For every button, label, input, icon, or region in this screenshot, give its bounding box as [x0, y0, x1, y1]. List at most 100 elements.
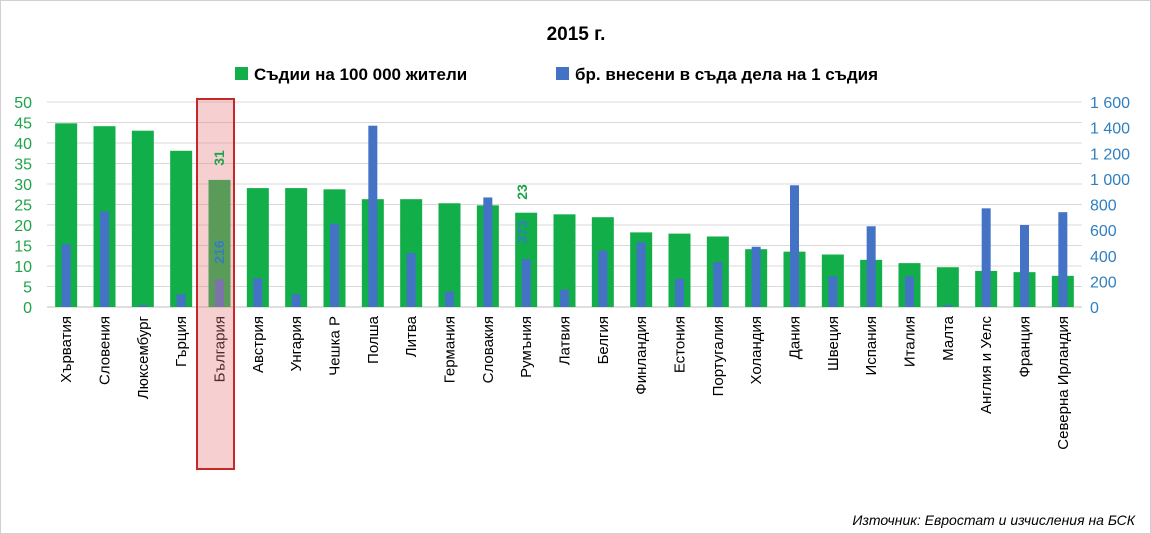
bar-judges: [55, 123, 78, 307]
chart-title: 2015 г.: [547, 24, 606, 45]
highlight-box-bulgaria: [196, 98, 235, 470]
category-label: Чешка Р: [327, 316, 344, 376]
legend-swatch-judges: [235, 67, 248, 80]
category-label: Португалия: [710, 316, 727, 396]
bar-cases: [1058, 212, 1068, 307]
category-label: Швеция: [825, 316, 842, 371]
left-tick-label: 25: [14, 198, 32, 215]
legend-swatch-cases: [556, 67, 569, 80]
left-tick-label: 40: [14, 136, 32, 153]
bar-cases: [483, 197, 493, 307]
category-label: Италия: [902, 316, 919, 367]
left-tick-label: 45: [14, 116, 32, 133]
bar-cases: [521, 259, 531, 307]
category-label: Малта: [940, 315, 957, 360]
bar-cases: [560, 289, 569, 307]
bar-cases: [905, 276, 914, 307]
right-tick-label: 1 400: [1090, 121, 1130, 138]
bar-cases: [100, 211, 109, 307]
category-label: Дания: [787, 316, 804, 359]
category-label: Латвия: [557, 316, 574, 365]
bar-cases: [866, 226, 876, 307]
bar-cases: [368, 125, 378, 307]
bar-cases: [636, 242, 646, 307]
category-label: Румъния: [518, 316, 535, 378]
bar-cases: [61, 244, 71, 307]
category-label: Гърция: [173, 316, 190, 367]
right-axis: 0 200 400 600 800 1 000 1 200 1 400 1 600: [1090, 95, 1130, 317]
category-label: Люксембург: [135, 315, 152, 399]
right-tick-label: 0: [1090, 300, 1099, 317]
left-tick-label: 0: [23, 300, 32, 317]
category-label: Литва: [403, 315, 420, 357]
data-label-romania-judges: 23: [514, 184, 530, 200]
left-tick-label: 30: [14, 177, 32, 194]
bar-judges: [285, 188, 308, 307]
category-label: Полша: [365, 315, 382, 364]
data-label-bulgaria-judges: 31: [211, 150, 227, 166]
left-tick-label: 10: [14, 259, 32, 276]
bar-judges: [246, 188, 269, 307]
legend-label-cases: бр. внесени в съда дела на 1 съдия: [575, 65, 878, 84]
category-label: Хърватия: [58, 316, 75, 383]
source-note: Източник: Евростат и изчисления на БСК: [852, 512, 1135, 528]
legend: Съдии на 100 000 жители бр. внесени в съ…: [235, 65, 878, 84]
bar-cases: [751, 246, 761, 307]
category-label: Германия: [442, 316, 459, 383]
bar-cases: [253, 278, 263, 307]
data-label-romania-cases: 373: [514, 220, 530, 244]
bar-cases: [598, 250, 608, 307]
bar-cases: [406, 253, 416, 307]
category-label: Холандия: [748, 316, 765, 384]
bar-judges: [208, 179, 231, 307]
bar-cases: [981, 208, 991, 307]
right-tick-label: 400: [1090, 249, 1117, 266]
category-label: Северна Ирландия: [1055, 316, 1072, 450]
category-label: Словения: [97, 316, 114, 385]
category-labels: Хърватия Словения Люксембург Гърция България…: [58, 315, 1072, 449]
data-label-bulgaria-cases: 216: [211, 240, 227, 264]
category-label: Белгия: [595, 316, 612, 364]
bar-judges: [668, 233, 691, 307]
left-tick-label: 15: [14, 239, 32, 256]
bar-cases: [713, 262, 723, 307]
bar-judges: [170, 150, 193, 307]
left-tick-label: 35: [14, 157, 32, 174]
category-label: Франция: [1017, 316, 1034, 377]
category-label: Словакия: [480, 316, 497, 383]
category-label: България: [212, 316, 229, 382]
series-cases: [61, 125, 1068, 307]
left-tick-label: 5: [23, 280, 32, 297]
category-label: Финландия: [633, 316, 650, 395]
bar-cases: [675, 278, 684, 307]
bar-judges: [553, 214, 576, 307]
right-tick-label: 1 600: [1090, 95, 1130, 112]
bar-judges: [936, 267, 959, 307]
bar-cases: [943, 305, 953, 307]
bar-cases: [330, 223, 339, 307]
bar-cases: [215, 279, 224, 307]
category-label: Англия и Уелс: [978, 316, 995, 415]
bar-cases: [1020, 225, 1029, 307]
bar-cases: [445, 291, 454, 307]
category-label: Испания: [863, 316, 880, 376]
bar-cases: [138, 305, 148, 307]
bar-judges: [131, 130, 154, 307]
bar-cases: [790, 185, 799, 307]
category-label: Австрия: [250, 316, 267, 373]
legend-label-judges: Съдии на 100 000 жители: [254, 65, 467, 84]
category-label: Естония: [672, 316, 689, 373]
right-tick-label: 1 000: [1090, 172, 1130, 189]
bar-cases: [291, 294, 301, 307]
category-label: Унгария: [288, 316, 305, 371]
right-tick-label: 1 200: [1090, 146, 1130, 163]
bar-cases: [176, 294, 186, 307]
bar-judges: [438, 203, 461, 307]
left-tick-label: 20: [14, 218, 32, 235]
bar-cases: [828, 276, 838, 307]
right-tick-label: 200: [1090, 274, 1117, 291]
right-tick-label: 600: [1090, 223, 1117, 240]
right-tick-label: 800: [1090, 198, 1117, 215]
